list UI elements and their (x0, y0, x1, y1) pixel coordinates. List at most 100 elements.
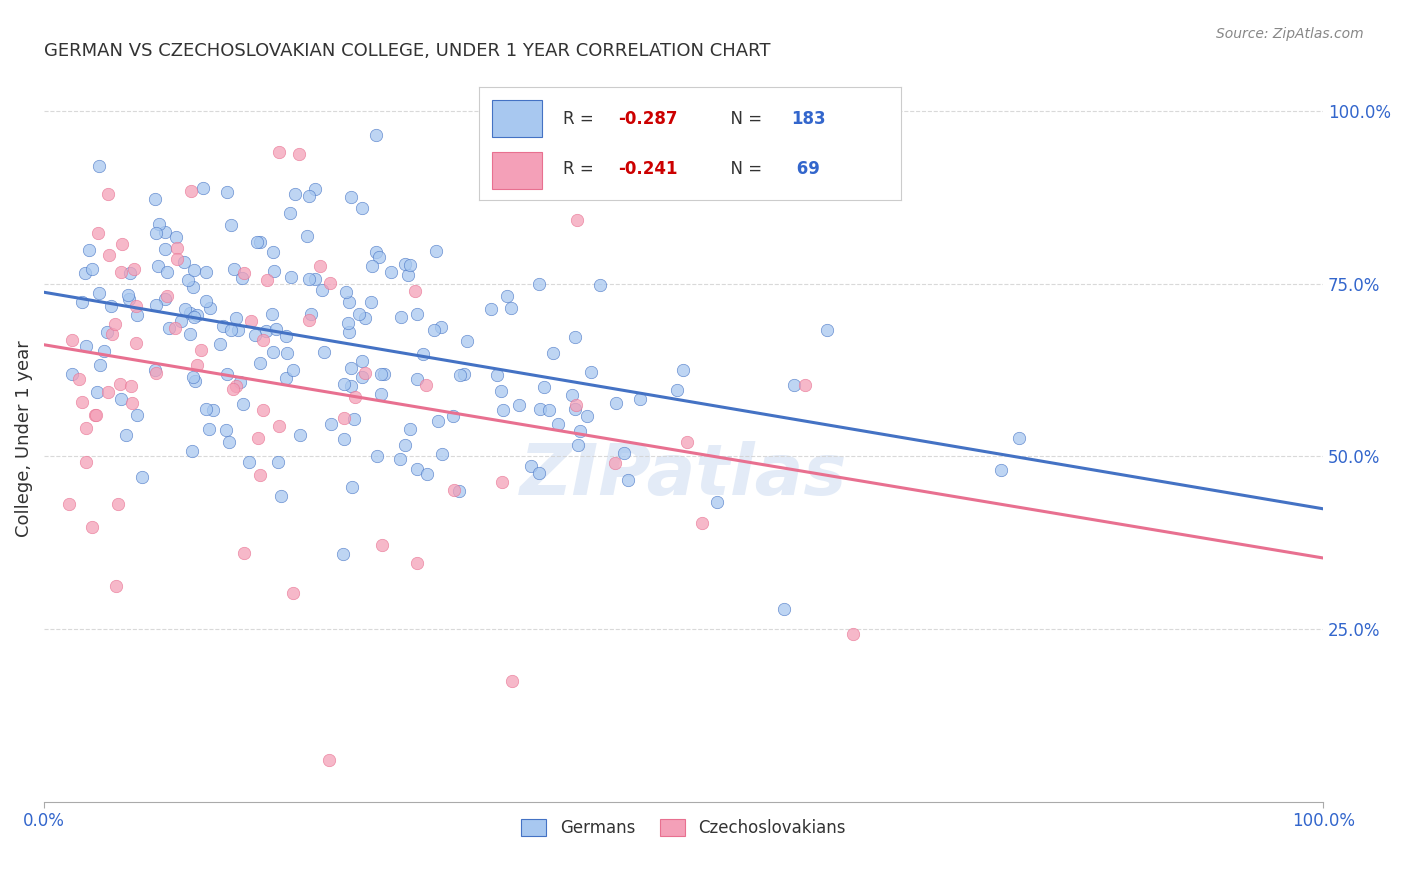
Germans (564, 401, 586, 416)
Czechoslovakians (842, 626, 865, 640)
Germans (333, 432, 356, 446)
Czechoslovakians (104, 318, 127, 332)
Germans (505, 152, 527, 166)
Germans (75, 339, 97, 353)
Czechoslovakians (221, 382, 243, 396)
Czechoslovakians (75, 455, 97, 469)
Germans (332, 377, 354, 392)
Czechoslovakians (98, 248, 121, 262)
Germans (364, 128, 387, 142)
Germans (529, 467, 551, 481)
Germans (628, 392, 651, 406)
Germans (219, 323, 242, 337)
Germans (340, 379, 363, 393)
Germans (449, 368, 471, 382)
Germans (352, 354, 374, 368)
Germans (499, 301, 522, 315)
Czechoslovakians (319, 276, 342, 290)
Germans (370, 367, 392, 381)
Czechoslovakians (404, 284, 426, 298)
Germans (96, 326, 118, 340)
Czechoslovakians (281, 585, 304, 599)
Czechoslovakians (84, 408, 107, 422)
Czechoslovakians (145, 367, 167, 381)
Germans (430, 447, 453, 461)
Germans (561, 388, 583, 402)
Germans (569, 425, 592, 439)
Czechoslovakians (371, 538, 394, 552)
Germans (110, 392, 132, 407)
Czechoslovakians (60, 334, 83, 348)
Germans (145, 226, 167, 240)
Germans (340, 190, 363, 204)
Czechoslovakians (249, 467, 271, 482)
Germans (267, 455, 290, 469)
Germans (156, 264, 179, 278)
Germans (215, 367, 238, 381)
Germans (254, 324, 277, 338)
Germans (215, 423, 238, 437)
Germans (89, 358, 111, 372)
Czechoslovakians (233, 266, 256, 280)
Czechoslovakians (267, 418, 290, 433)
Germans (605, 396, 627, 410)
Czechoslovakians (122, 261, 145, 276)
Czechoslovakians (58, 497, 80, 511)
Czechoslovakians (252, 333, 274, 347)
Germans (815, 323, 838, 337)
Germans (263, 264, 285, 278)
Germans (486, 368, 509, 383)
Germans (209, 336, 232, 351)
Czechoslovakians (256, 273, 278, 287)
Germans (430, 320, 453, 334)
Germans (249, 356, 271, 370)
Germans (120, 267, 142, 281)
Germans (249, 235, 271, 249)
Germans (349, 307, 371, 321)
Germans (232, 397, 254, 411)
Germans (165, 229, 187, 244)
Germans (394, 257, 416, 271)
Czechoslovakians (180, 185, 202, 199)
Germans (479, 302, 502, 317)
Germans (262, 307, 284, 321)
Czechoslovakians (344, 390, 367, 404)
Germans (412, 346, 434, 360)
Germans (575, 409, 598, 423)
Germans (304, 271, 326, 285)
Germans (389, 310, 412, 325)
Germans (180, 444, 202, 458)
Germans (298, 189, 321, 203)
Germans (217, 185, 239, 199)
Czechoslovakians (67, 372, 90, 386)
Germans (352, 201, 374, 215)
Germans (270, 490, 292, 504)
Legend: Germans, Czechoslovakians: Germans, Czechoslovakians (515, 813, 852, 844)
Germans (70, 295, 93, 310)
Germans (153, 243, 176, 257)
Czechoslovakians (166, 252, 188, 267)
Germans (337, 294, 360, 309)
Germans (60, 367, 83, 381)
Czechoslovakians (125, 299, 148, 313)
Germans (155, 292, 177, 306)
Germans (335, 285, 357, 299)
Czechoslovakians (190, 343, 212, 358)
Germans (153, 226, 176, 240)
Germans (373, 367, 395, 381)
Germans (280, 270, 302, 285)
Czechoslovakians (97, 384, 120, 399)
Germans (100, 299, 122, 313)
Czechoslovakians (163, 321, 186, 335)
Germans (224, 261, 246, 276)
Czechoslovakians (108, 376, 131, 391)
Czechoslovakians (232, 546, 254, 560)
Czechoslovakians (501, 674, 523, 689)
Germans (706, 494, 728, 508)
Germans (148, 217, 170, 231)
Germans (564, 330, 586, 344)
Germans (343, 411, 366, 425)
Germans (990, 463, 1012, 477)
Germans (394, 438, 416, 452)
Czechoslovakians (86, 227, 108, 241)
